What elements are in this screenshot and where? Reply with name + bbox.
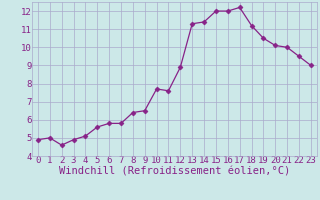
X-axis label: Windchill (Refroidissement éolien,°C): Windchill (Refroidissement éolien,°C)	[59, 166, 290, 176]
